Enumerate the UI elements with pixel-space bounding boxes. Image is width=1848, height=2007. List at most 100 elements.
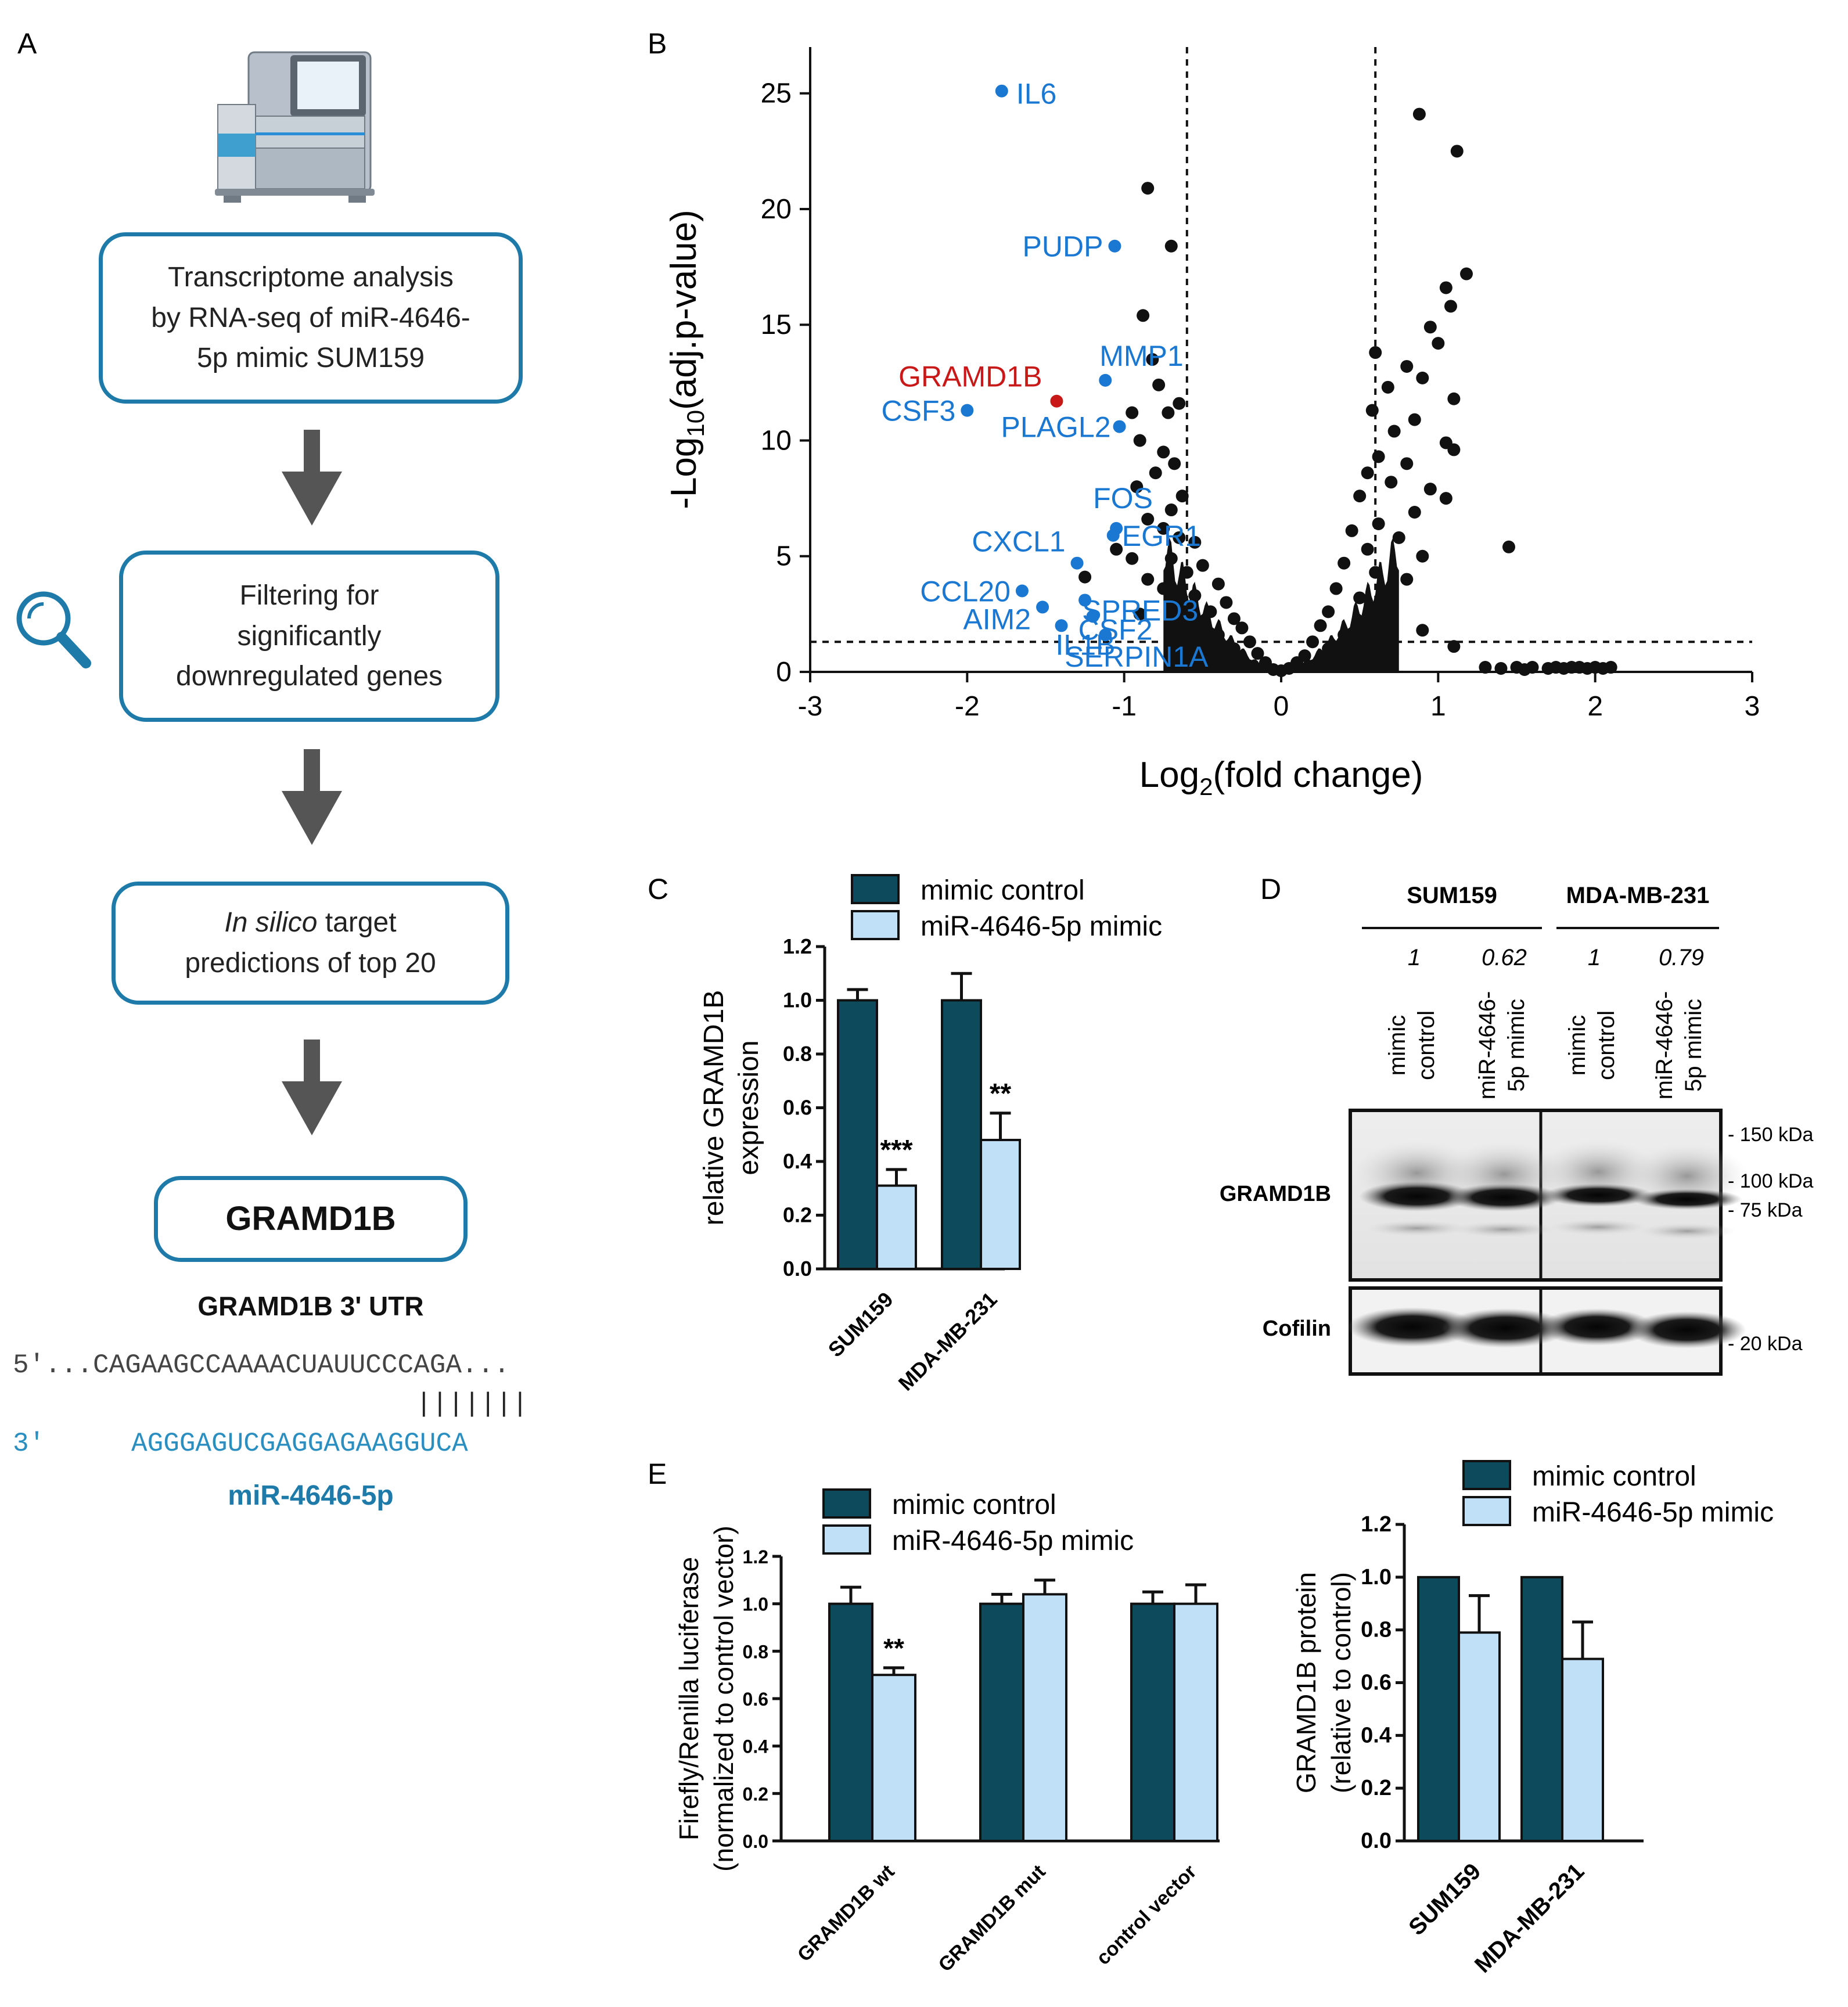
data-point	[1372, 450, 1385, 463]
y-axis-title: (normalized to control vector)	[709, 1526, 739, 1872]
y-tick-label: 0.2	[743, 1783, 768, 1804]
step2-line: Filtering for	[239, 580, 379, 612]
y-tick-label: 0.8	[783, 1042, 812, 1066]
data-point	[1338, 628, 1351, 642]
legend-label: mimic control	[892, 1490, 1056, 1520]
x-tick-label: 3	[1745, 691, 1760, 722]
bar-chart-c: mimic control miR-4646-5p mimic 0.0 0.2 0.4 0…	[699, 874, 1162, 1395]
gene-label: FOS	[1093, 482, 1153, 515]
highlighted-point	[1113, 420, 1126, 433]
y-axis-title: -Log10(adj.p-value)	[664, 210, 709, 509]
highlighted-point	[1108, 239, 1121, 253]
x-tick-label: GRAMD1B wt	[793, 1861, 899, 1966]
gene-label: PUDP	[1023, 231, 1103, 263]
gene-label: GRAMD1B	[898, 361, 1042, 393]
cell-line-label: SUM159	[1407, 883, 1497, 908]
y-tick-label: 1.2	[743, 1546, 768, 1567]
workflow-step-rnaseq: Transcriptome analysis by RNA-seq of miR…	[99, 232, 523, 404]
legend-swatch	[822, 1488, 871, 1519]
y-tick-label: 0.0	[783, 1257, 812, 1281]
data-point	[1227, 642, 1241, 656]
data-point	[1168, 457, 1181, 470]
data-point	[1353, 490, 1367, 503]
data-point	[1416, 549, 1429, 563]
gene-label: EGR1	[1122, 520, 1201, 552]
data-point	[1180, 566, 1193, 579]
data-point	[1372, 517, 1385, 530]
y-tick-label: 0.6	[1361, 1671, 1392, 1695]
legend-label: miR-4646-5p mimic	[892, 1526, 1134, 1556]
data-point	[1157, 445, 1170, 459]
data-point	[1361, 542, 1374, 556]
band	[1539, 1308, 1655, 1346]
x-tick-label: MDA-MB-231	[894, 1287, 1002, 1395]
utr-prefix: 5'	[13, 1350, 45, 1380]
highlighted-point	[1050, 394, 1063, 408]
x-tick-label: 0	[1274, 691, 1289, 722]
x-tick-label: SUM159	[824, 1287, 898, 1362]
data-point	[1164, 552, 1178, 565]
y-axis-title: Firefly/Renilla luciferase	[674, 1557, 704, 1840]
lane-label: 5p mimic	[1681, 999, 1706, 1092]
utr-title: GRAMD1B 3' UTR	[197, 1291, 424, 1321]
legend-label: mimic control	[1532, 1461, 1696, 1492]
lane-label: mimic	[1385, 1015, 1410, 1076]
y-tick-label: 15	[761, 310, 792, 340]
data-point	[1164, 239, 1178, 253]
data-point	[1412, 107, 1426, 121]
band-ratio: 0.79	[1659, 945, 1704, 970]
data-point	[1290, 656, 1304, 670]
data-point	[1137, 309, 1150, 322]
lane-label: mimic	[1565, 1015, 1590, 1076]
band-smear	[1638, 1223, 1736, 1239]
x-tick-label: 2	[1587, 691, 1603, 722]
data-point	[1110, 542, 1123, 556]
legend-swatch	[822, 1524, 871, 1555]
gene-label: SERPIN1A	[1065, 641, 1209, 673]
data-point	[1385, 598, 1398, 612]
data-point	[1447, 392, 1461, 405]
data-point	[1146, 353, 1159, 366]
data-point	[1369, 566, 1382, 579]
data-point	[1173, 598, 1186, 612]
y-tick-label: 0.8	[1361, 1618, 1392, 1642]
significance-mark: **	[883, 1633, 904, 1663]
y-axis-title: (relative to control)	[1326, 1572, 1356, 1793]
data-point	[1408, 413, 1421, 426]
lane-label: miR-4646-	[1652, 991, 1677, 1100]
data-point	[1439, 281, 1452, 294]
panel-label-b: B	[648, 27, 667, 60]
y-tick-label: 0	[776, 657, 792, 688]
data-point	[1385, 476, 1398, 489]
band-smear	[1452, 1221, 1556, 1238]
data-point	[1196, 559, 1209, 572]
data-point	[1211, 577, 1225, 591]
sequencer-icon	[215, 51, 375, 203]
lane-label: miR-4646-	[1475, 991, 1500, 1100]
data-point	[1416, 624, 1429, 637]
band-ratio: 1	[1588, 945, 1601, 970]
y-tick-label: 0.8	[743, 1641, 768, 1662]
bar	[876, 1184, 917, 1270]
band-ratio: 1	[1408, 945, 1421, 970]
data-point	[1400, 457, 1414, 470]
highlighted-point	[1078, 594, 1092, 607]
y-tick-label: 0.6	[783, 1096, 812, 1120]
data-point	[1251, 647, 1264, 660]
legend-label: miR-4646-5p mimic	[921, 911, 1162, 942]
seed-pairing: |||||||	[416, 1389, 528, 1419]
gene-label: PLAGL2	[1001, 411, 1111, 444]
highlighted-point	[1055, 619, 1068, 632]
y-tick-label: 20	[761, 194, 792, 225]
bar	[828, 1602, 873, 1843]
legend-swatch	[1462, 1460, 1511, 1490]
bar	[1520, 1576, 1563, 1842]
y-tick-label: 0.0	[1361, 1829, 1392, 1853]
data-point	[1459, 267, 1473, 280]
highlighted-point	[1086, 610, 1099, 623]
data-point	[1188, 535, 1202, 549]
highlighted-point	[1015, 584, 1029, 598]
legend-swatch	[1462, 1496, 1511, 1526]
